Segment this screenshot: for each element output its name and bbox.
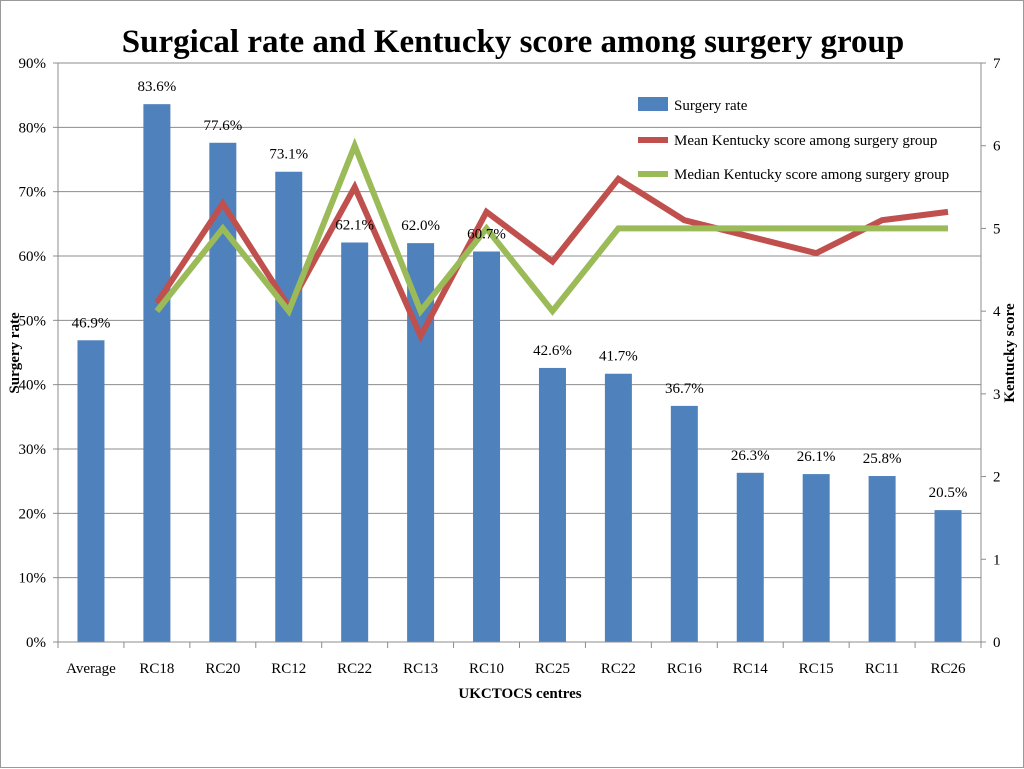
y2-tick-label: 6 [993,139,1001,155]
x-tick-label: RC14 [733,661,769,677]
x-tick-label: RC13 [403,661,438,677]
bar [802,474,830,642]
bar-data-label: 42.6% [533,343,572,359]
y-tick-label: 20% [19,506,47,522]
y-axis-title: Surgery rate [7,312,23,394]
bar-data-label: 62.1% [335,217,374,233]
bar [604,373,632,642]
legend: Surgery rate Mean Kentucky score among su… [638,97,949,183]
legend-label: Mean Kentucky score among surgery group [674,133,937,149]
legend-label: Median Kentucky score among surgery grou… [674,167,949,183]
x-tick-label: RC18 [139,661,174,677]
bar-data-label: 36.7% [665,381,704,397]
x-tick-label: RC20 [205,661,240,677]
bar [341,242,369,643]
bar [868,476,896,642]
legend-label: Surgery rate [674,98,748,114]
x-tick-label: RC11 [865,661,899,677]
axes: 0% 10% 20% 30% 40% 50% 60% 70% 80% 90% 0 1 2 3 4 5 6 7 Ave… [19,56,1002,677]
y2-tick-label: 2 [993,470,1001,486]
bar-data-label: 62.0% [401,218,440,234]
bar [538,367,566,642]
bar-data-label: 20.5% [929,485,968,501]
y-tick-label: 30% [19,442,47,458]
y-tick-label: 40% [19,378,47,394]
y2-tick-label: 7 [993,56,1001,72]
bar [934,510,962,642]
line-series [154,137,949,343]
x-tick-label: RC22 [337,661,372,677]
legend-swatch [638,97,668,111]
bar-data-label: 26.1% [797,449,836,465]
y2-tick-label: 3 [993,387,1001,403]
bar-data-label: 46.9% [72,315,111,331]
x-tick-label: RC26 [931,661,967,677]
series-line [154,137,948,318]
bar-data-label: 25.8% [863,451,902,467]
bar [77,340,105,642]
x-tick-label: RC25 [535,661,570,677]
bar-data-label: 73.1% [269,147,308,163]
bar [670,405,698,642]
x-tick-label: RC12 [271,661,306,677]
y-tick-label: 10% [19,571,47,587]
x-tick-label: RC15 [799,661,834,677]
chart-title: Surgical rate and Kentucky score among s… [122,24,905,60]
x-tick-label: RC22 [601,661,636,677]
bar-series [77,104,962,643]
data-labels: 46.9% 83.6% 77.6% 73.1% 62.1% 62.0% 60.7% 42.6%… [72,79,968,501]
y-tick-label: 60% [19,249,47,265]
secondary-y-axis-title: Kentucky score [1002,303,1018,403]
y2-tick-label: 1 [993,552,1001,568]
x-tick-label: Average [66,661,116,677]
bar-data-label: 60.7% [467,226,506,242]
bar-data-label: 77.6% [203,118,242,134]
bar-data-label: 41.7% [599,349,638,365]
x-tick-label: RC16 [667,661,703,677]
x-tick-label: RC10 [469,661,504,677]
bar [275,171,303,642]
y2-tick-label: 4 [993,304,1001,320]
y-tick-label: 50% [19,313,47,329]
bar [143,104,171,642]
y2-tick-label: 5 [993,221,1001,237]
bar [473,251,501,642]
y-tick-label: 70% [19,185,47,201]
bar-data-label: 26.3% [731,448,770,464]
y-tick-label: 80% [19,120,47,136]
bar-data-label: 83.6% [138,79,177,95]
y-tick-label: 90% [19,56,47,72]
x-axis-title: UKCTOCS centres [458,686,581,702]
y2-tick-label: 0 [993,635,1001,651]
bar [736,472,764,642]
y-tick-label: 0% [26,635,46,651]
